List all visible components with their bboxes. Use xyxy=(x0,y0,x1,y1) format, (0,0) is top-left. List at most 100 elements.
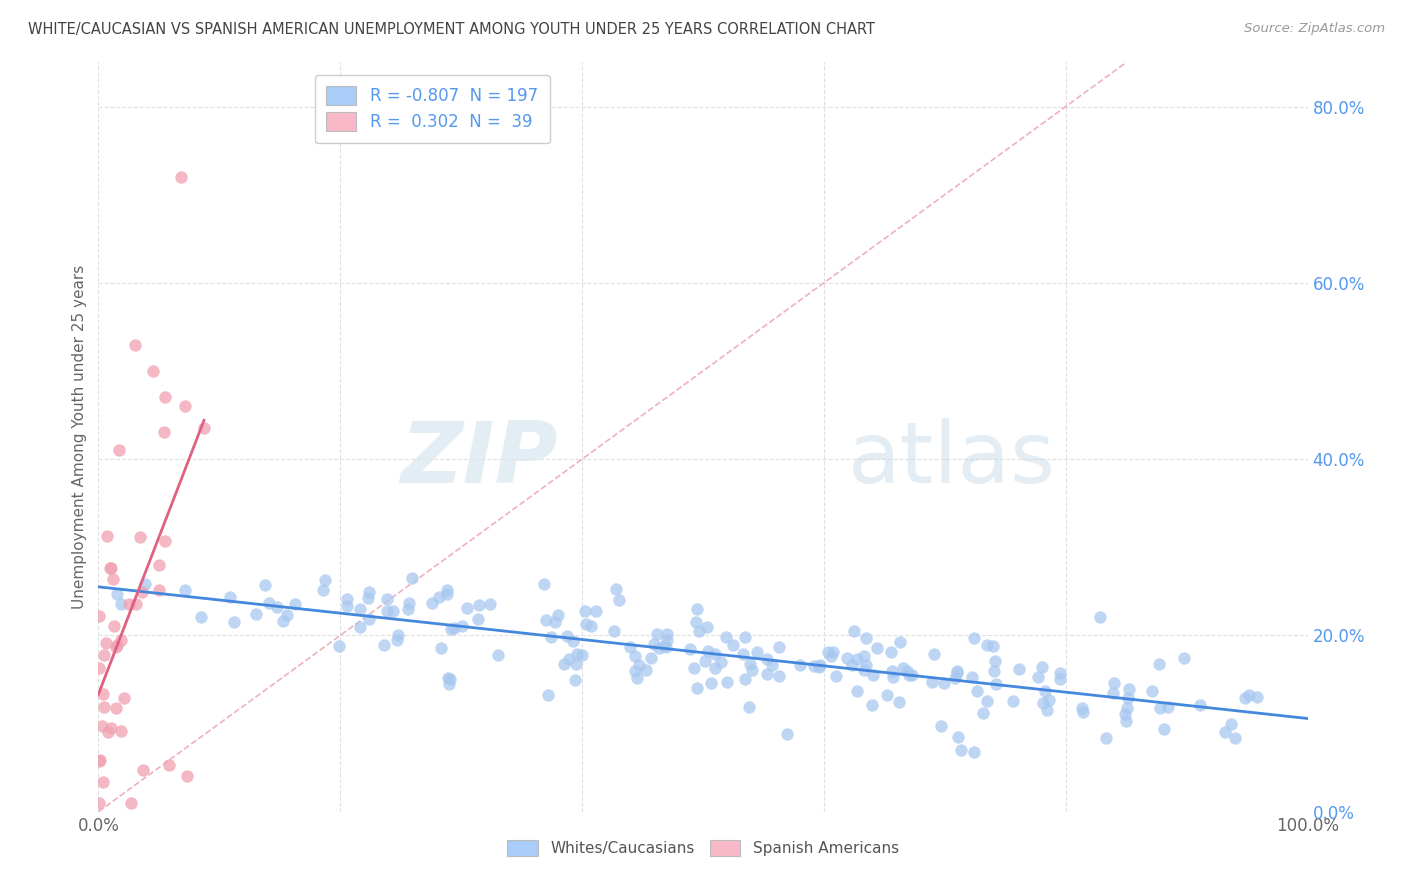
Point xyxy=(685,615,707,629)
Point xyxy=(103,572,125,586)
Point xyxy=(768,669,790,683)
Point xyxy=(153,533,176,548)
Point xyxy=(755,666,778,681)
Point xyxy=(645,627,668,641)
Point xyxy=(714,630,737,644)
Point xyxy=(1090,609,1112,624)
Point xyxy=(686,681,709,695)
Point xyxy=(922,647,945,661)
Point xyxy=(1118,682,1140,697)
Point xyxy=(574,604,596,618)
Point xyxy=(1031,660,1053,674)
Point xyxy=(349,620,371,634)
Point xyxy=(257,597,280,611)
Point xyxy=(120,796,142,810)
Point xyxy=(148,583,170,598)
Point xyxy=(963,746,986,760)
Point xyxy=(898,668,921,682)
Point xyxy=(533,577,555,591)
Point xyxy=(655,626,678,640)
Point xyxy=(357,584,380,599)
Point xyxy=(96,636,118,650)
Point xyxy=(1036,703,1059,717)
Point xyxy=(1173,651,1195,665)
Point xyxy=(654,640,676,655)
Point xyxy=(761,658,783,673)
Point xyxy=(983,664,1005,678)
Point xyxy=(1114,706,1136,721)
Point xyxy=(640,651,662,665)
Point xyxy=(844,624,866,638)
Point xyxy=(855,631,877,645)
Point xyxy=(443,621,465,635)
Point xyxy=(738,657,761,671)
Point xyxy=(575,616,598,631)
Point xyxy=(110,633,132,648)
Point xyxy=(696,619,718,633)
Point xyxy=(153,391,176,405)
Point xyxy=(755,651,778,665)
Point xyxy=(271,614,294,628)
Point xyxy=(87,660,110,674)
Point xyxy=(846,684,869,698)
Point xyxy=(478,597,501,611)
Point xyxy=(468,599,491,613)
Point xyxy=(129,530,152,544)
Point xyxy=(375,604,398,618)
Legend: Whites/Caucasians, Spanish Americans: Whites/Caucasians, Spanish Americans xyxy=(499,833,907,864)
Point xyxy=(131,584,153,599)
Point xyxy=(862,667,884,681)
Point xyxy=(776,727,799,741)
Point xyxy=(439,673,461,687)
Point xyxy=(624,665,647,679)
Point xyxy=(1237,688,1260,702)
Point xyxy=(190,610,212,624)
Point xyxy=(456,601,478,615)
Point xyxy=(328,639,350,653)
Point xyxy=(132,763,155,777)
Point xyxy=(820,648,842,663)
Point xyxy=(605,582,627,596)
Point xyxy=(1101,685,1123,699)
Point xyxy=(1071,701,1094,715)
Point xyxy=(1026,670,1049,684)
Point xyxy=(100,560,122,574)
Point xyxy=(716,675,738,690)
Point xyxy=(253,578,276,592)
Point xyxy=(634,663,657,677)
Point xyxy=(731,647,754,661)
Point xyxy=(695,655,717,669)
Point xyxy=(336,592,359,607)
Point xyxy=(173,400,195,414)
Point xyxy=(176,769,198,783)
Point xyxy=(90,719,112,733)
Point xyxy=(972,706,994,721)
Point xyxy=(349,601,371,615)
Point xyxy=(564,657,586,671)
Point xyxy=(193,421,215,435)
Point xyxy=(439,677,461,691)
Point xyxy=(104,700,127,714)
Point xyxy=(565,647,588,661)
Point xyxy=(710,656,733,670)
Point xyxy=(110,597,132,611)
Point xyxy=(169,169,191,184)
Point xyxy=(1213,725,1236,739)
Point xyxy=(679,641,702,656)
Point xyxy=(174,583,197,598)
Point xyxy=(1149,701,1171,715)
Point xyxy=(976,694,998,708)
Point xyxy=(1102,676,1125,690)
Point xyxy=(440,622,463,636)
Point xyxy=(647,641,669,656)
Point xyxy=(889,635,911,649)
Point xyxy=(312,582,335,597)
Point xyxy=(571,648,593,662)
Point xyxy=(148,558,170,573)
Point xyxy=(738,700,761,714)
Point xyxy=(1032,697,1054,711)
Point xyxy=(91,687,114,701)
Point xyxy=(87,755,110,769)
Point xyxy=(845,652,868,666)
Point xyxy=(558,651,581,665)
